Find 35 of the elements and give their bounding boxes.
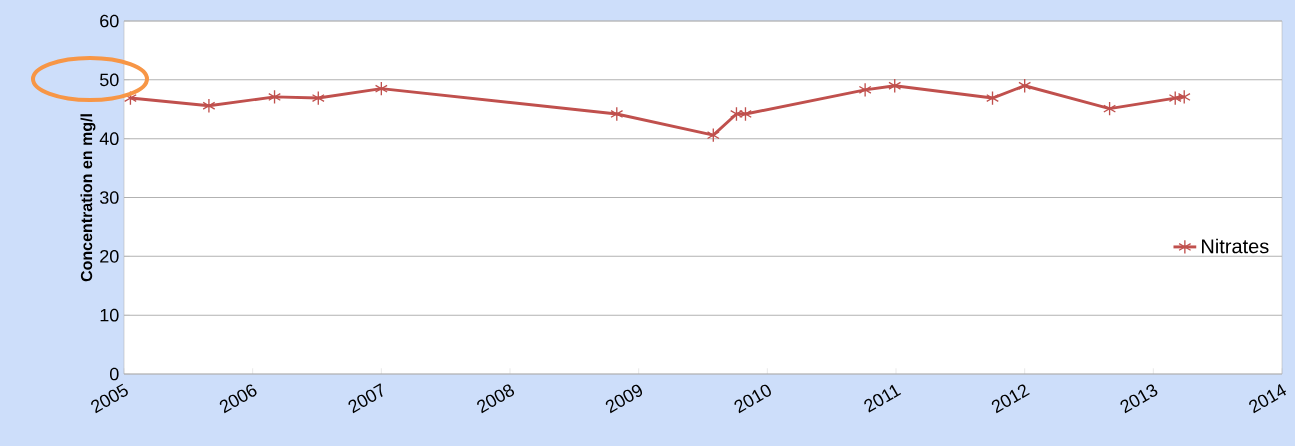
point <box>202 98 216 114</box>
point <box>374 81 388 96</box>
y-tick-label: 40 <box>99 132 119 146</box>
x-tick-label: 2013 <box>1120 384 1158 414</box>
point <box>706 127 720 143</box>
x-tick-label: 2006 <box>219 384 257 414</box>
y-tick-label: 60 <box>100 14 119 28</box>
y-axis-title: Concentration en mg/l <box>80 114 96 282</box>
point <box>986 90 999 106</box>
y-tick-label: 30 <box>99 191 119 204</box>
y-tick-label: 0 <box>109 367 119 381</box>
x-tick-label: 2011 <box>864 384 902 413</box>
point <box>888 78 902 94</box>
point <box>268 89 281 105</box>
y-tick-label: 20 <box>100 249 119 263</box>
x-tick-label: 2009 <box>605 384 643 414</box>
point <box>730 106 743 122</box>
point <box>311 90 325 106</box>
point <box>858 82 872 98</box>
legend-label: Nitrates <box>1202 238 1269 254</box>
point <box>1177 89 1191 105</box>
point <box>610 106 624 122</box>
point <box>1018 78 1032 94</box>
y-tick-label: 10 <box>100 308 119 322</box>
x-tick-label: 2010 <box>734 384 771 414</box>
point <box>1103 101 1117 116</box>
x-tick-label: 2012 <box>991 384 1030 414</box>
point <box>739 106 752 122</box>
x-tick-label: 2008 <box>477 384 515 414</box>
y-tick-label: 50 <box>99 73 119 87</box>
x-tick-label: 2007 <box>348 383 383 414</box>
point <box>123 90 137 106</box>
x-tick-label: 2005 <box>91 383 128 414</box>
x-tick-label: 2014 <box>1249 384 1287 414</box>
point <box>1168 90 1182 106</box>
